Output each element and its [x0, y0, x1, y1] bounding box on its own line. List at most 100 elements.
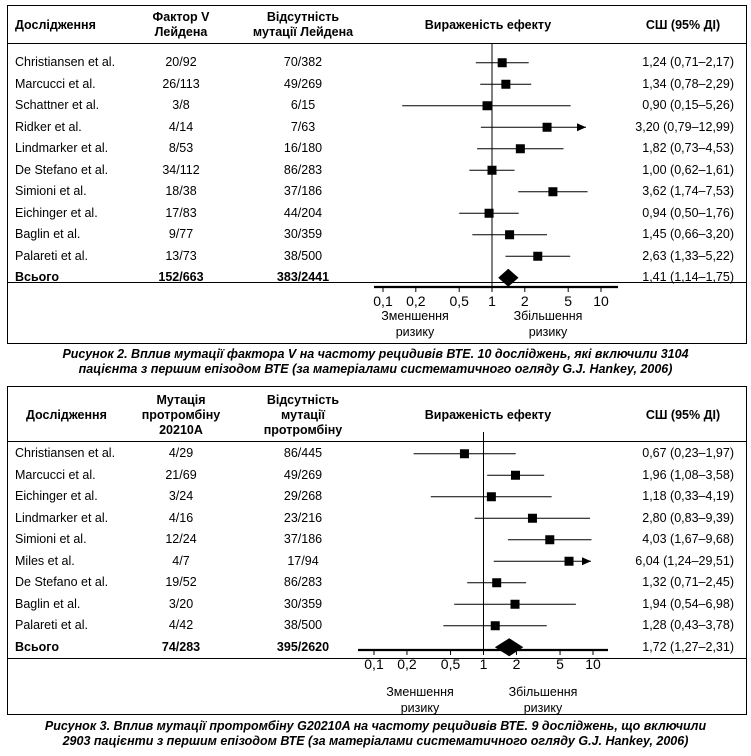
- table-row: Christiansen et al. 4/29 86/445 0,67 (0,23–…: [8, 443, 746, 464]
- table-row: De Stefano et al. 34/112 86/283 1,00 (0,62–…: [8, 160, 746, 181]
- odds-ratio-ci: 0,90 (0,15–5,26): [642, 98, 734, 112]
- group-a-count: 12/24: [165, 532, 197, 546]
- header-divider: [8, 43, 746, 44]
- group-a-count: 74/283: [161, 639, 201, 654]
- table-row: Ridker et al. 4/14 7/63 3,20 (0,79–12,99): [8, 117, 746, 138]
- header-study: Дослідження: [26, 408, 107, 422]
- group-a-count: 4/16: [168, 510, 194, 525]
- study-name: Eichinger et al.: [15, 489, 98, 503]
- group-a-count: 152/663: [158, 270, 204, 284]
- x-tick-label: 2: [521, 293, 529, 309]
- group-a-count: 4/42: [168, 618, 194, 632]
- x-tick-label: 0,5: [441, 656, 461, 672]
- table-row: De Stefano et al. 19/52 86/283 1,32 (0,71–2…: [8, 572, 746, 593]
- table-row: Marcucci et al. 21/69 49/269 1,96 (1,08–3,5…: [8, 465, 746, 486]
- x-tick-label: 0,2: [406, 293, 426, 309]
- study-name: Всього: [15, 639, 59, 654]
- group-a-count: 4/29: [168, 446, 194, 460]
- header-effect: Вираженість ефекту: [424, 408, 552, 422]
- odds-ratio-marker: [501, 79, 511, 89]
- table-row: Lindmarker et al. 4/16 23/216 2,80 (0,83–9,…: [8, 508, 746, 529]
- table-row: Marcucci et al. 26/113 49/269 1,34 (0,78–2,…: [8, 74, 746, 95]
- axis-label-decrease: Зменшення ризику: [370, 308, 460, 340]
- axis-label-increase: Збільшення ризику: [498, 684, 588, 716]
- forest-plot-panel-factor-v: Дослідження Фактор V Лейдена Відсутність…: [7, 5, 747, 344]
- axis-label-increase-line-1: Збільшення: [508, 685, 578, 699]
- pooled-estimate-diamond: [498, 268, 519, 287]
- forest-plot-graphic: 0,1 0,2 0,5 1 2 5 10: [373, 43, 618, 309]
- odds-ratio-ci: 1,34 (0,78–2,29): [642, 76, 734, 91]
- figure-2-caption: Рисунок 2. Вплив мутації фактора V на ча…: [0, 347, 751, 377]
- table-row: Palareti et al. 4/42 38/500 1,28 (0,43–3,78…: [8, 615, 746, 636]
- odds-ratio-marker: [490, 621, 500, 631]
- odds-ratio-ci: 1,45 (0,66–3,20): [642, 227, 734, 241]
- study-name: Lindmarker et al.: [15, 141, 109, 155]
- x-tick-label: 0,1: [364, 656, 384, 672]
- group-b-count: 383/2441: [276, 270, 330, 284]
- group-a-count: 8/53: [168, 141, 194, 155]
- axis-label-decrease-line-2: ризику: [400, 701, 440, 715]
- odds-ratio-ci: 4,03 (1,67–9,68): [642, 532, 734, 546]
- group-b-count: 44/204: [283, 205, 323, 220]
- header-divider: [8, 441, 746, 442]
- study-name: Всього: [15, 270, 59, 284]
- group-b-count: 395/2620: [276, 639, 330, 654]
- header-group-a-line-1: Фактор V: [152, 10, 210, 24]
- header-group-a: Мутація протромбіну 20210A: [136, 393, 226, 438]
- table-row: Baglin et al. 3/20 30/359 1,94 (0,54–6,98): [8, 594, 746, 615]
- study-name: Baglin et al.: [15, 596, 81, 611]
- odds-ratio-marker: [482, 101, 492, 111]
- odds-ratio-ci: 3,62 (1,74–7,53): [642, 184, 734, 198]
- odds-ratio-ci: 1,94 (0,54–6,98): [642, 596, 734, 611]
- group-b-count: 23/216: [283, 510, 323, 525]
- odds-ratio-ci: 1,32 (0,71–2,45): [642, 575, 734, 589]
- odds-ratio-ci: 0,94 (0,50–1,76): [642, 205, 734, 220]
- header-or-ci: СШ (95% ДІ): [645, 408, 721, 422]
- table-row: Lindmarker et al. 8/53 16/180 1,82 (0,73–4,…: [8, 138, 746, 159]
- study-name: Miles et al.: [15, 553, 75, 568]
- caption-line-1: Рисунок 3. Вплив мутації протромбіну G20…: [44, 719, 707, 733]
- study-name: Schattner et al.: [15, 98, 100, 112]
- odds-ratio-ci: 1,41 (1,14–1,75): [642, 270, 734, 284]
- odds-ratio-ci: 1,82 (0,73–4,53): [642, 141, 734, 155]
- odds-ratio-marker: [548, 187, 558, 197]
- header-group-a-line-1: Мутація: [156, 393, 206, 407]
- axis-label-decrease-line-1: Зменшення: [381, 309, 449, 323]
- header-effect: Вираженість ефекту: [424, 18, 552, 32]
- odds-ratio-marker: [492, 578, 502, 588]
- odds-ratio-marker: [511, 470, 521, 480]
- header-group-a-line-3: 20210A: [159, 423, 203, 437]
- table-row: Simioni et al. 12/24 37/186 4,03 (1,67–9,68…: [8, 529, 746, 550]
- study-name: Simioni et al.: [15, 532, 87, 546]
- table-row: Miles et al. 4/7 17/94 6,04 (1,24–29,51): [8, 551, 746, 572]
- odds-ratio-marker: [486, 492, 496, 502]
- header-group-b-line-2: мутації Лейдена: [252, 25, 354, 39]
- table-row: Eichinger et al. 3/24 29/268 1,18 (0,33–4,1…: [8, 486, 746, 507]
- table-row: Simioni et al. 18/38 37/186 3,62 (1,74–7,53…: [8, 181, 746, 202]
- axis-label-decrease-line-1: Зменшення: [386, 685, 454, 699]
- axis-label-increase-line-2: ризику: [523, 701, 563, 715]
- study-name: Christiansen et al.: [15, 55, 116, 69]
- odds-ratio-marker: [487, 165, 497, 175]
- group-a-count: 18/38: [165, 184, 197, 198]
- study-name: Palareti et al.: [15, 618, 88, 632]
- group-b-count: 37/186: [283, 184, 323, 198]
- total-row: Всього 74/283 395/2620 1,72 (1,27–2,31): [8, 637, 746, 658]
- ci-arrow: [582, 557, 591, 566]
- group-b-count: 30/359: [283, 596, 323, 611]
- group-a-count: 4/14: [168, 119, 194, 134]
- group-b-count: 38/500: [283, 618, 323, 632]
- header-group-b: Відсутність мутації протромбіну: [243, 393, 363, 438]
- odds-ratio-ci: 3,20 (0,79–12,99): [635, 119, 734, 134]
- odds-ratio-marker: [510, 599, 520, 609]
- study-name: Christiansen et al.: [15, 446, 116, 460]
- group-a-count: 19/52: [165, 575, 197, 589]
- group-b-count: 38/500: [283, 248, 323, 263]
- table-row: Eichinger et al. 17/83 44/204 0,94 (0,50–1,…: [8, 203, 746, 224]
- odds-ratio-marker: [533, 251, 543, 261]
- odds-ratio-ci: 1,96 (1,08–3,58): [642, 467, 734, 482]
- x-tick-label: 0,1: [373, 293, 393, 309]
- odds-ratio-marker: [542, 122, 552, 132]
- forest-plot-panel-prothrombin: Дослідження Мутація протромбіну 20210A В…: [7, 386, 747, 715]
- group-a-count: 3/24: [168, 489, 194, 503]
